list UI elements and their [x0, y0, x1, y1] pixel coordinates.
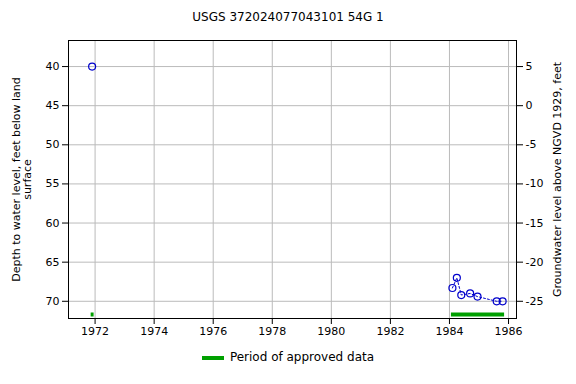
svg-text:Depth to water level, feet bel: Depth to water level, feet below landsur…: [10, 77, 34, 282]
svg-text:Groundwater level above NGVD 1: Groundwater level above NGVD 1929, feet: [551, 61, 564, 297]
html-text:USGS 372024077043101 54G 1: USGS 372024077043101 54G 1: [192, 10, 384, 24]
svg-text:-20: -20: [526, 256, 544, 269]
svg-text:-5: -5: [526, 138, 537, 151]
svg-text:1976: 1976: [199, 325, 227, 338]
svg-text:1974: 1974: [140, 325, 168, 338]
svg-text:1984: 1984: [435, 325, 463, 338]
svg-text:40: 40: [46, 60, 60, 73]
svg-text:1972: 1972: [81, 325, 109, 338]
svg-text:50: 50: [46, 138, 60, 151]
svg-text:70: 70: [46, 295, 60, 308]
svg-text:1978: 1978: [258, 325, 286, 338]
svg-text:1986: 1986: [495, 325, 523, 338]
svg-text:0: 0: [526, 99, 533, 112]
svg-text:45: 45: [46, 99, 60, 112]
svg-text:60: 60: [46, 217, 60, 230]
svg-text:5: 5: [526, 60, 533, 73]
svg-text:-15: -15: [526, 217, 544, 230]
svg-text:-25: -25: [526, 295, 544, 308]
svg-text:55: 55: [46, 177, 60, 190]
svg-text:-10: -10: [526, 177, 544, 190]
svg-text:1982: 1982: [376, 325, 404, 338]
html-text:Period of approved data: Period of approved data: [229, 350, 375, 364]
svg-text:1980: 1980: [317, 325, 345, 338]
svg-text:65: 65: [46, 256, 60, 269]
